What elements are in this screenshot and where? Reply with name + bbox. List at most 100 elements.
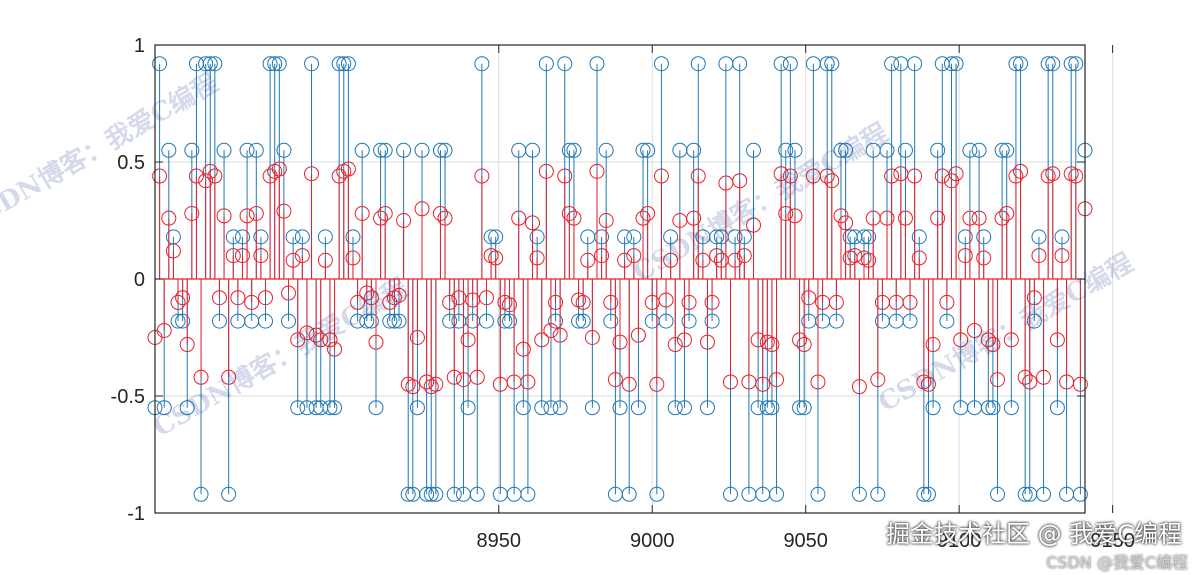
stem-marker [483, 229, 499, 245]
series-red [147, 161, 1093, 395]
stem-marker [276, 203, 292, 219]
stem-marker [663, 252, 679, 268]
stem-marker [488, 229, 504, 245]
stem-marker [152, 168, 168, 184]
stem-marker [257, 290, 273, 306]
stem-marker [317, 252, 333, 268]
stem-marker [621, 376, 637, 392]
stem-marker [244, 294, 260, 310]
stem-marker [1049, 400, 1065, 416]
stem-marker [377, 142, 393, 158]
stem-marker [396, 142, 412, 158]
stem-marker [313, 332, 329, 348]
stem-marker [1036, 486, 1052, 502]
stem-marker [299, 325, 315, 341]
stem-marker [1068, 56, 1084, 72]
stem-marker [920, 376, 936, 392]
stem-marker [552, 327, 568, 343]
stem-marker [543, 400, 559, 416]
stem-marker [294, 248, 310, 264]
stem-marker [1008, 168, 1024, 184]
stem-marker [460, 400, 476, 416]
stem-marker [414, 201, 430, 217]
stem-marker [884, 56, 900, 72]
stem-marker [727, 229, 743, 245]
stem-marker [792, 332, 808, 348]
stem-marker [405, 379, 421, 395]
stem-marker [819, 168, 835, 184]
stem-marker [262, 56, 278, 72]
stem-marker [1063, 56, 1079, 72]
stem-marker [156, 400, 172, 416]
stem-marker [939, 313, 955, 329]
stem-marker [193, 486, 209, 502]
axis-ticks: 8950 9000 9050 9100 9150 -1 -0.5 0 0.5 1 [111, 35, 1135, 552]
stem-marker [304, 56, 320, 72]
stem-marker [561, 142, 577, 158]
stem-marker [699, 334, 715, 350]
footer-watermark-sub: CSDN @我爱C编程 [1046, 553, 1188, 572]
stem-marker [557, 56, 573, 72]
stem-marker [962, 142, 978, 158]
x-tick-label: 9050 [783, 530, 828, 552]
stem-marker [543, 322, 559, 338]
stem-marker [221, 486, 237, 502]
stem-marker [584, 330, 600, 345]
stem-marker [409, 330, 425, 345]
stem-marker [225, 229, 241, 245]
stem-marker [589, 56, 605, 72]
stem-marker [281, 285, 297, 301]
stem-marker [594, 248, 610, 264]
stem-marker [999, 205, 1015, 221]
series-layer [147, 56, 1093, 502]
stem-marker [681, 294, 697, 310]
stem-marker [557, 168, 573, 184]
stem-marker [1045, 166, 1061, 182]
footer-watermark: 掘金技术社区 @ 我爱C编程 [885, 520, 1182, 548]
stem-marker [1068, 168, 1084, 184]
stem-marker [722, 486, 738, 502]
stem-marker [1054, 229, 1070, 245]
stem-marker [1031, 229, 1047, 245]
stem-marker [548, 294, 564, 310]
stem-marker [773, 56, 789, 72]
stem-marker [990, 486, 1006, 502]
stem-marker [939, 294, 955, 310]
stem-marker [778, 205, 794, 221]
stem-marker [920, 486, 936, 502]
stem-marker [478, 313, 494, 329]
stem-marker [589, 163, 605, 179]
stem-marker [594, 229, 610, 245]
stem-marker [474, 168, 490, 184]
stem-marker [575, 294, 591, 310]
stem-marker [234, 229, 250, 245]
stem-marker [1017, 369, 1033, 385]
stem-marker [207, 56, 223, 72]
stem-marker [161, 210, 177, 226]
stem-marker [428, 376, 444, 392]
stem-marker [957, 248, 973, 264]
stem-marker [327, 341, 343, 357]
stem-marker [994, 142, 1010, 158]
stem-marker [658, 313, 674, 329]
stem-marker [764, 400, 780, 416]
y-tick-label: 0 [134, 269, 145, 291]
stem-marker [626, 229, 642, 245]
stem-marker [1017, 486, 1033, 502]
stem-marker [281, 313, 297, 329]
stem-marker [833, 142, 849, 158]
stem-marker [962, 210, 978, 226]
stem-marker [359, 285, 375, 301]
stem-marker [1022, 374, 1038, 390]
stem-marker [746, 217, 762, 233]
stem-marker [925, 400, 941, 416]
stem-marker [1026, 313, 1042, 329]
stem-marker [432, 205, 448, 221]
stem-marker [1049, 332, 1065, 348]
y-tick-label: -1 [127, 503, 145, 525]
stem-marker [649, 486, 665, 502]
stem-marker [824, 56, 840, 72]
stem-marker [239, 142, 255, 158]
stem-marker [276, 142, 292, 158]
stem-marker [676, 400, 692, 416]
